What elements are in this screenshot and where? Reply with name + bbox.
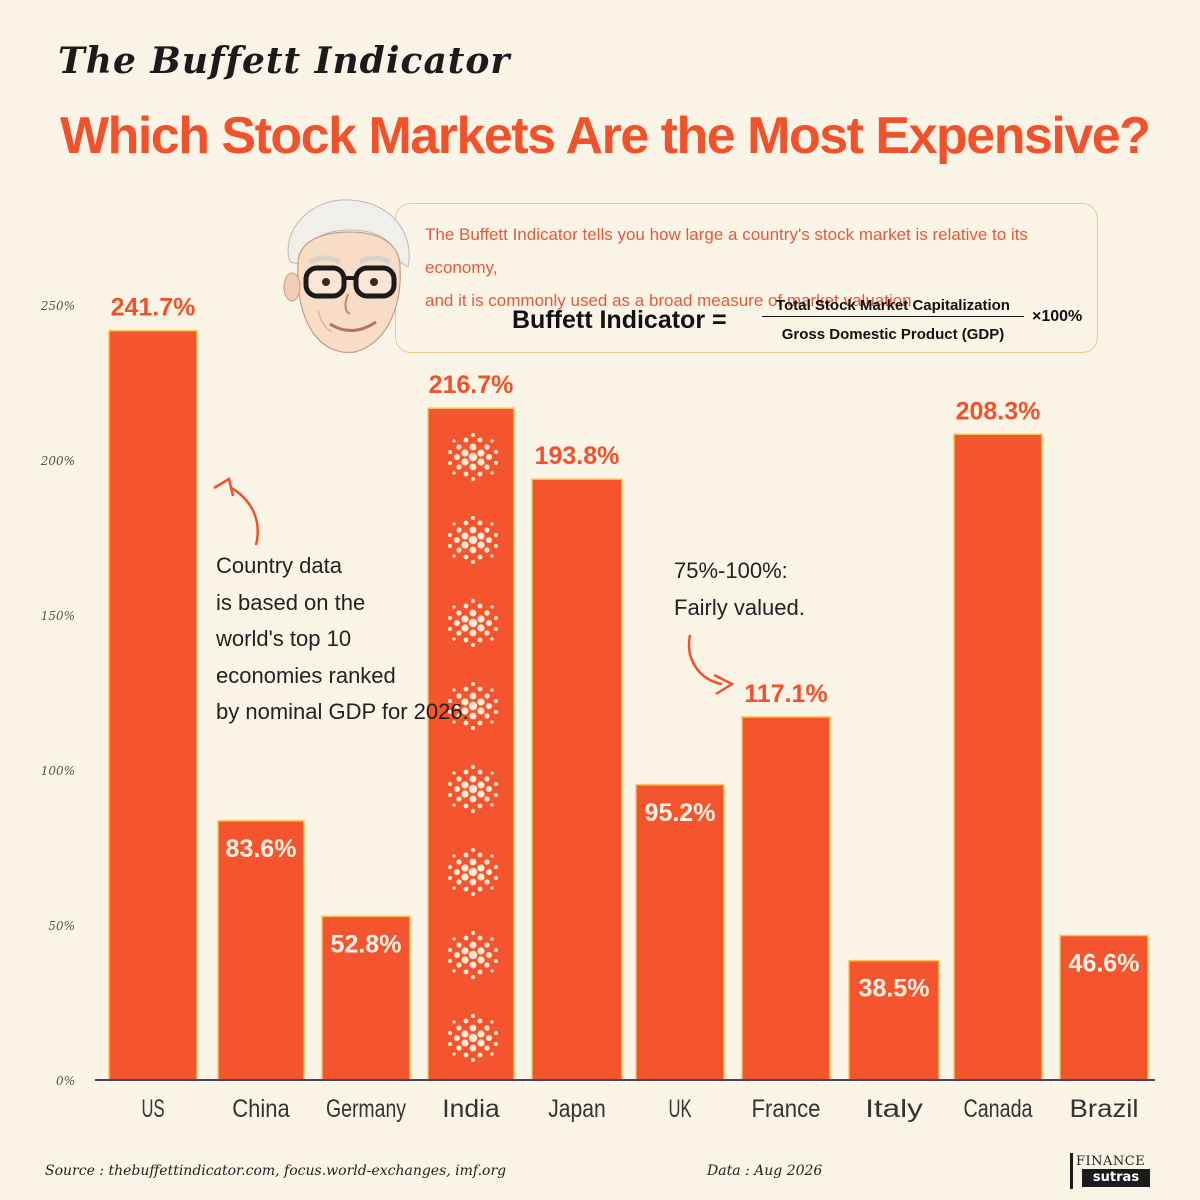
formula-multiplier: ×100% (1032, 308, 1083, 325)
date-note: Data : Aug 2026 (707, 1163, 823, 1179)
info-description: The Buffett Indicator tells you how larg… (425, 218, 1095, 317)
data-label: 208.3% (956, 397, 1041, 425)
y-tick-label: 250% (40, 299, 75, 313)
bar-japan (531, 478, 623, 1081)
bar-france (741, 716, 831, 1081)
data-label: 193.8% (535, 442, 620, 470)
country-note-line: economies ranked (216, 662, 396, 688)
bar-germany (321, 915, 411, 1081)
arrow-up-icon-head (213, 477, 235, 497)
data-label: 117.1% (744, 680, 827, 708)
country-note-line: by nominal GDP for 2026. (216, 699, 469, 724)
x-tick-label: Germany (326, 1095, 406, 1123)
data-label: 46.6% (1069, 950, 1140, 978)
x-tick-label: Italy (865, 1095, 923, 1123)
brand-logo-top: FINANCE (1076, 1154, 1146, 1169)
bar-italy (848, 959, 940, 1081)
data-label: 38.5% (859, 975, 930, 1003)
data-label: 83.6% (226, 835, 297, 863)
fair-value-note-line: Fairly valued. (674, 594, 805, 620)
data-label: 95.2% (645, 799, 716, 827)
x-tick-label: UK (669, 1095, 692, 1123)
x-axis-labels: US China Germany India Japan UK France Italy Can… (142, 1095, 1139, 1123)
formula-denominator: Gross Domestic Product (GDP) (781, 326, 1005, 343)
bar-china (217, 820, 305, 1081)
x-tick-label: Brazil (1070, 1095, 1139, 1123)
bars (108, 329, 1149, 1081)
x-tick-label: China (232, 1095, 290, 1123)
y-tick-label: 150% (41, 609, 75, 623)
country-note: Country data is based on the world's top… (216, 548, 469, 731)
country-note-line: is based on the (216, 589, 366, 615)
y-tick-label: 200% (40, 454, 75, 468)
data-label: 52.8% (331, 930, 402, 958)
data-label: 216.7% (429, 371, 514, 399)
x-tick-label: Japan (548, 1095, 606, 1123)
data-label: 241.7% (111, 294, 196, 322)
y-tick-label: 50% (48, 919, 75, 933)
data-labels: 241.7% 83.6% 52.8% 216.7% 193.8% 95.2% 117.1% 3… (111, 294, 1140, 1003)
fair-value-note-line: 75%-100%: (674, 558, 788, 583)
bar-uk (635, 784, 725, 1081)
bar-brazil (1059, 934, 1149, 1081)
arrow-down-icon-head (713, 673, 735, 696)
country-note-line: world's top 10 (216, 626, 352, 651)
brand-logo: FINANCE sutras (1070, 1153, 1154, 1189)
info-line-1: The Buffett Indicator tells you how larg… (425, 225, 1028, 277)
x-tick-label: India (442, 1095, 500, 1123)
source-note: Source : thebuffettindicator.com, focus.… (45, 1163, 507, 1179)
arrow-up-icon (229, 485, 259, 546)
country-note-line: Country data (216, 553, 342, 578)
formula-label: Buffett Indicator = (512, 306, 727, 334)
y-axis-ticks: 0% 50% 100% 150% 200% 250% (40, 299, 75, 1088)
brand-logo-bottom: sutras (1082, 1169, 1150, 1187)
brand-logo-bar (1070, 1153, 1073, 1189)
x-tick-label: Canada (964, 1095, 1033, 1123)
x-tick-label: France (752, 1095, 821, 1123)
y-tick-label: 0% (56, 1074, 75, 1088)
bar-us (108, 329, 198, 1081)
arrow-down-icon (687, 634, 723, 686)
supertitle: The Buffett Indicator (58, 40, 511, 82)
info-line-2: and it is commonly used as a broad measu… (425, 291, 917, 310)
y-tick-label: 100% (41, 764, 75, 778)
fair-value-note: 75%-100%: Fairly valued. (674, 553, 805, 626)
bar-canada (953, 433, 1043, 1081)
formula-numerator: Total Stock Market Capitalization (762, 297, 1024, 317)
buffett-portrait-icon (283, 199, 410, 354)
x-tick-label: US (142, 1095, 165, 1123)
chart-title: Which Stock Markets Are the Most Expensi… (60, 107, 1151, 165)
bar-pattern-overlay (428, 408, 514, 1081)
